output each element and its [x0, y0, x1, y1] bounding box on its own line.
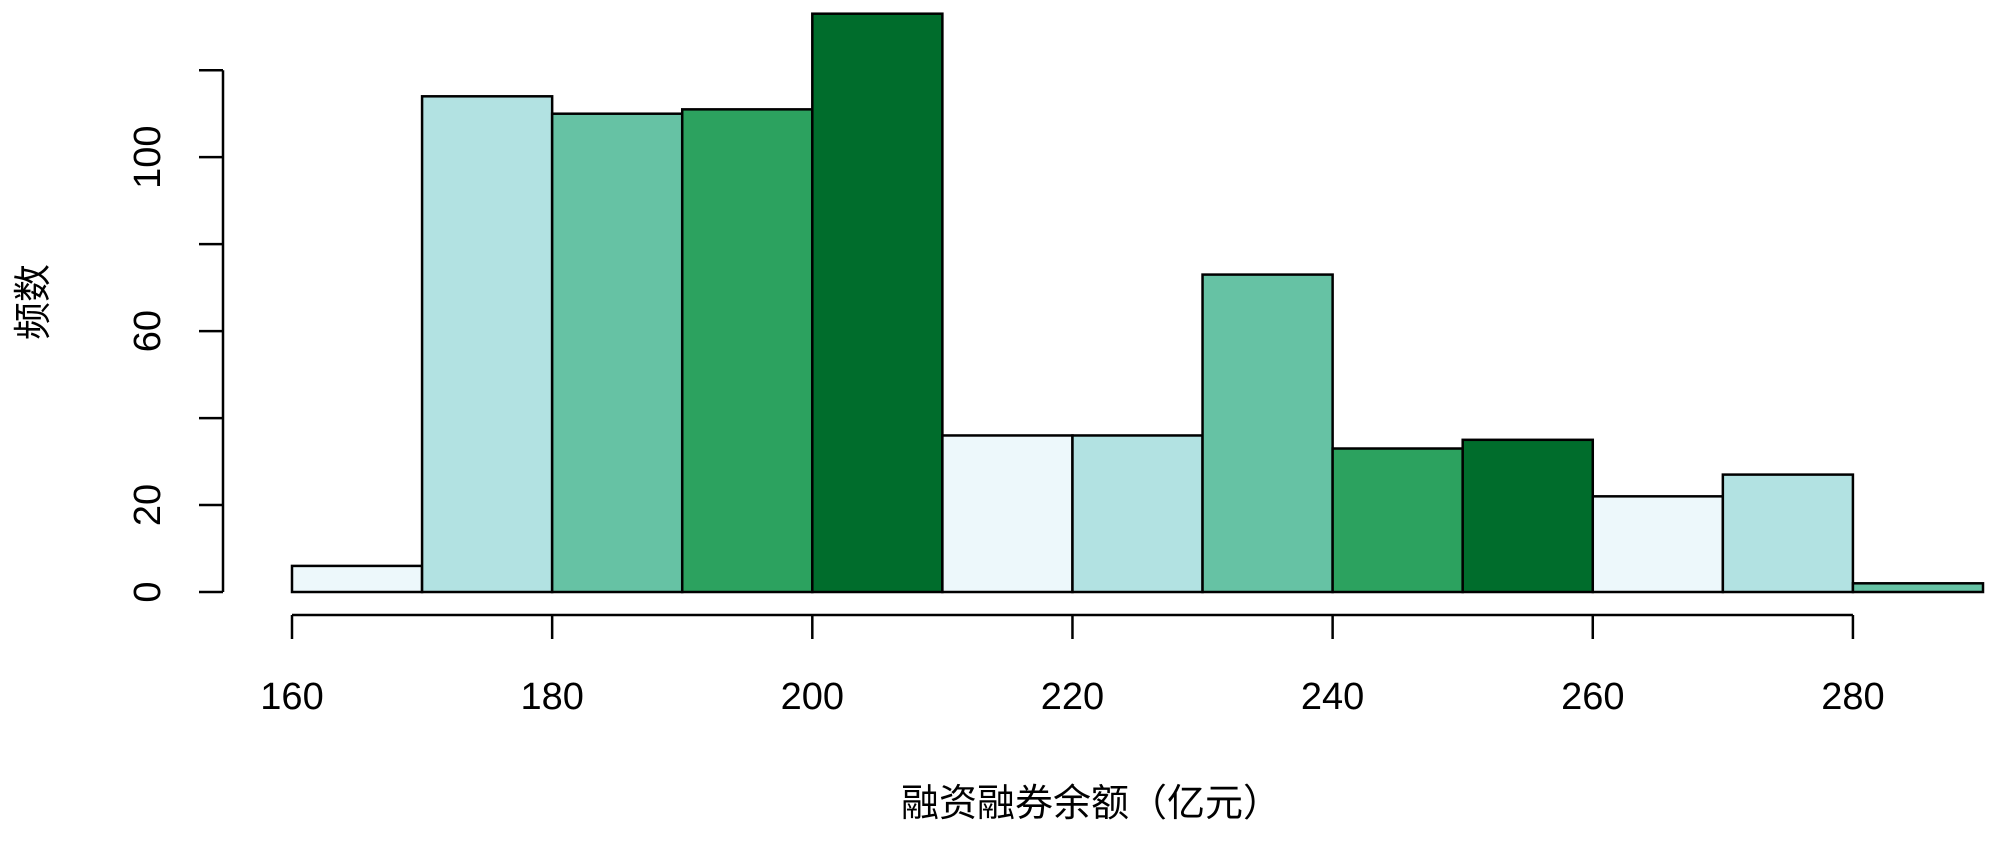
x-tick-label: 200 [781, 676, 844, 718]
x-tick-label: 240 [1301, 676, 1364, 718]
bar [1331, 447, 1464, 594]
x-axis-title: 融资融券余额（亿元） [901, 783, 1281, 825]
bar [1201, 273, 1334, 594]
bar [941, 434, 1074, 594]
bar [290, 564, 424, 594]
y-tick-label: 60 [127, 310, 169, 352]
x-tick-label: 260 [1561, 676, 1624, 718]
bar [550, 112, 684, 594]
bar [1461, 438, 1595, 594]
bar [1071, 434, 1204, 594]
bar [420, 95, 554, 594]
bar [1721, 473, 1855, 594]
y-tick-label: 0 [127, 581, 169, 602]
bar [680, 108, 814, 594]
x-tick-label: 220 [1041, 676, 1104, 718]
x-tick-label: 160 [260, 676, 323, 718]
bar [1591, 495, 1725, 594]
bar [1851, 582, 1985, 594]
y-tick-label: 100 [127, 125, 169, 188]
y-tick-label: 20 [127, 484, 169, 526]
x-tick-label: 280 [1821, 676, 1884, 718]
x-tick-label: 180 [520, 676, 583, 718]
bar [811, 12, 944, 594]
y-axis-title: 频数 [13, 264, 55, 340]
